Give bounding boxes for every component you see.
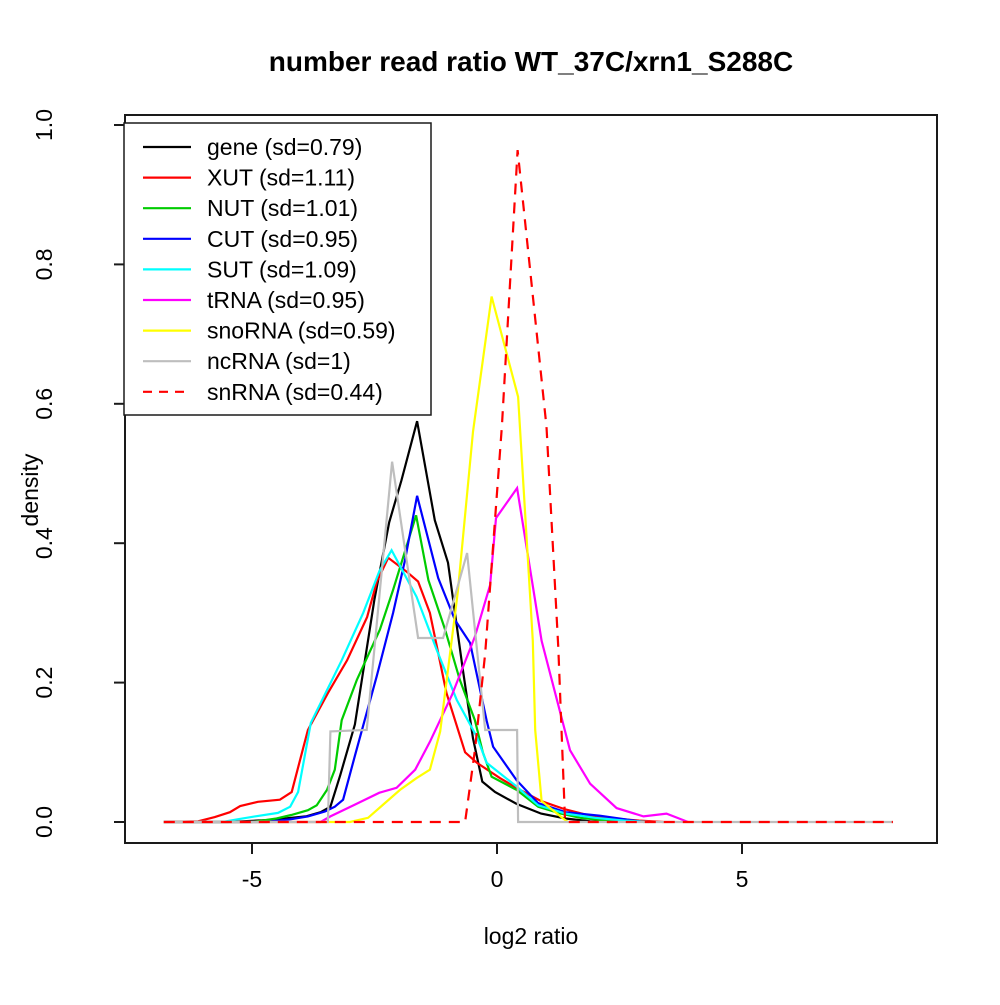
series-snRNA xyxy=(163,149,893,824)
y-axis-title: density xyxy=(17,453,43,526)
series-ncRNA xyxy=(163,461,893,824)
y-tick-label: 0.0 xyxy=(31,806,57,838)
series-NUT xyxy=(163,514,620,824)
legend-label-snoRNA: snoRNA (sd=0.59) xyxy=(207,318,396,344)
legend-item-snoRNA: snoRNA (sd=0.59) xyxy=(143,318,396,344)
legend-item-CUT: CUT (sd=0.95) xyxy=(143,226,358,252)
y-tick-label: 1.0 xyxy=(31,109,57,141)
y-tick-label: 0.6 xyxy=(31,388,57,420)
legend-item-NUT: NUT (sd=1.01) xyxy=(143,195,358,221)
legend-item-gene: gene (sd=0.79) xyxy=(143,134,362,160)
chart-title: number read ratio WT_37C/xrn1_S288C xyxy=(269,46,793,77)
x-tick-label: -5 xyxy=(242,866,262,892)
legend-label-tRNA: tRNA (sd=0.95) xyxy=(207,287,365,313)
legend-label-snRNA: snRNA (sd=0.44) xyxy=(207,379,383,405)
legend-label-gene: gene (sd=0.79) xyxy=(207,134,362,160)
legend: gene (sd=0.79) XUT (sd=1.11) NUT (sd=1.01)… xyxy=(123,122,432,416)
series-snoRNA xyxy=(163,296,569,824)
legend-label-SUT: SUT (sd=1.09) xyxy=(207,256,357,282)
y-tick-label: 0.8 xyxy=(31,248,57,280)
axes-layer: -5 0 5 0.0 0.2 0.4 0.6 0.8 1.0 xyxy=(31,109,938,892)
legend-item-XUT: XUT (sd=1.11) xyxy=(143,165,355,191)
plot-box xyxy=(124,114,938,844)
x-tick-label: 0 xyxy=(491,866,504,892)
legend-label-XUT: XUT (sd=1.11) xyxy=(207,165,355,191)
y-tick-label: 0.2 xyxy=(31,667,57,699)
x-tick-label: 5 xyxy=(736,866,749,892)
series-gene xyxy=(163,420,610,824)
legend-item-ncRNA: ncRNA (sd=1) xyxy=(143,348,351,374)
legend-item-snRNA: snRNA (sd=0.44) xyxy=(143,379,383,405)
series-SUT xyxy=(163,547,649,824)
legend-item-tRNA: tRNA (sd=0.95) xyxy=(143,287,365,313)
x-axis-title: log2 ratio xyxy=(484,923,579,949)
legend-label-CUT: CUT (sd=0.95) xyxy=(207,226,358,252)
y-tick-label: 0.4 xyxy=(31,527,57,559)
legend-label-NUT: NUT (sd=1.01) xyxy=(207,195,358,221)
legend-label-ncRNA: ncRNA (sd=1) xyxy=(207,348,351,374)
series-layer xyxy=(163,149,893,824)
legend-item-SUT: SUT (sd=1.09) xyxy=(143,256,357,282)
series-tRNA xyxy=(163,485,689,824)
series-XUT xyxy=(163,556,664,824)
